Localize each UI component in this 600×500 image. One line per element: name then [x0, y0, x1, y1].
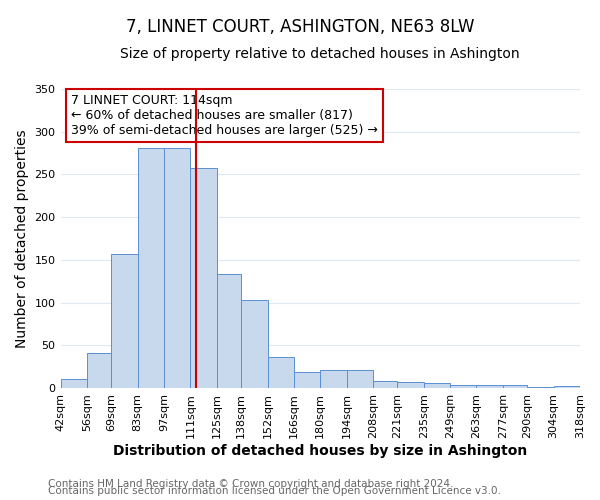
- Bar: [112, 254, 138, 388]
- Bar: [164, 148, 190, 388]
- Bar: [476, 384, 503, 388]
- Bar: [347, 370, 373, 388]
- Bar: [61, 380, 87, 388]
- Title: Size of property relative to detached houses in Ashington: Size of property relative to detached ho…: [121, 48, 520, 62]
- Text: Contains public sector information licensed under the Open Government Licence v3: Contains public sector information licen…: [48, 486, 501, 496]
- X-axis label: Distribution of detached houses by size in Ashington: Distribution of detached houses by size …: [113, 444, 527, 458]
- Bar: [217, 274, 241, 388]
- Bar: [294, 372, 320, 388]
- Bar: [503, 386, 527, 388]
- Text: Contains HM Land Registry data © Crown copyright and database right 2024.: Contains HM Land Registry data © Crown c…: [48, 479, 454, 489]
- Text: 7 LINNET COURT: 114sqm
← 60% of detached houses are smaller (817)
39% of semi-de: 7 LINNET COURT: 114sqm ← 60% of detached…: [71, 94, 378, 136]
- Bar: [138, 148, 164, 388]
- Bar: [554, 386, 580, 388]
- Text: 7, LINNET COURT, ASHINGTON, NE63 8LW: 7, LINNET COURT, ASHINGTON, NE63 8LW: [126, 18, 474, 36]
- Bar: [87, 353, 112, 388]
- Bar: [268, 357, 294, 388]
- Bar: [527, 387, 554, 388]
- Bar: [424, 383, 450, 388]
- Bar: [397, 382, 424, 388]
- Bar: [320, 370, 347, 388]
- Bar: [190, 168, 217, 388]
- Bar: [450, 384, 476, 388]
- Y-axis label: Number of detached properties: Number of detached properties: [15, 129, 29, 348]
- Bar: [241, 300, 268, 388]
- Bar: [373, 381, 397, 388]
